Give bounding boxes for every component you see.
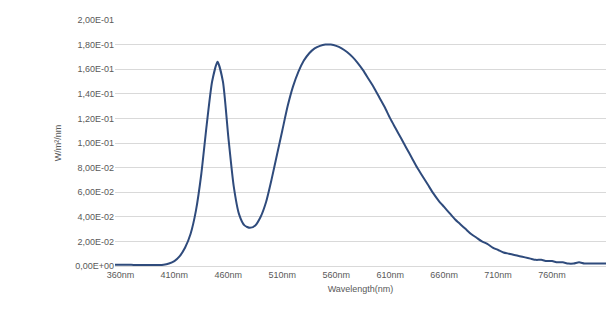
svg-text:W/m²/nm: W/m²/nm bbox=[53, 125, 63, 162]
svg-text:4,00E-02: 4,00E-02 bbox=[77, 212, 114, 222]
svg-text:410nm: 410nm bbox=[161, 270, 189, 280]
svg-text:0,00E+00: 0,00E+00 bbox=[75, 261, 114, 271]
svg-text:660nm: 660nm bbox=[430, 270, 458, 280]
svg-text:1,60E-01: 1,60E-01 bbox=[77, 64, 114, 74]
svg-text:360nm: 360nm bbox=[107, 270, 135, 280]
svg-text:710nm: 710nm bbox=[484, 270, 512, 280]
svg-text:460nm: 460nm bbox=[215, 270, 243, 280]
svg-text:1,40E-01: 1,40E-01 bbox=[77, 89, 114, 99]
svg-text:1,00E-01: 1,00E-01 bbox=[77, 138, 114, 148]
svg-text:1,80E-01: 1,80E-01 bbox=[77, 40, 114, 50]
svg-text:1,20E-01: 1,20E-01 bbox=[77, 114, 114, 124]
svg-text:2,00E-01: 2,00E-01 bbox=[77, 15, 114, 25]
svg-text:560nm: 560nm bbox=[322, 270, 350, 280]
svg-text:510nm: 510nm bbox=[268, 270, 296, 280]
svg-text:610nm: 610nm bbox=[376, 270, 404, 280]
svg-text:760nm: 760nm bbox=[538, 270, 566, 280]
svg-text:6,00E-02: 6,00E-02 bbox=[77, 187, 114, 197]
svg-text:2,00E-02: 2,00E-02 bbox=[77, 237, 114, 247]
svg-text:Wavelength(nm): Wavelength(nm) bbox=[328, 284, 394, 294]
svg-text:8,00E-02: 8,00E-02 bbox=[77, 163, 114, 173]
